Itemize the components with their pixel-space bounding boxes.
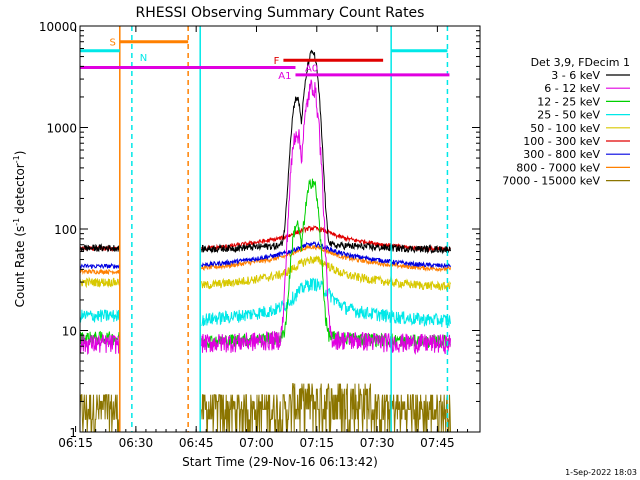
y-label-part3: ) <box>13 151 27 156</box>
y-label-part2: detector <box>13 163 27 218</box>
date-stamp: 1-Sep-2022 18:03 <box>565 468 637 477</box>
x-axis-label: Start Time (29-Nov-16 06:13:42) <box>182 455 378 469</box>
series-line-0-seg-0 <box>80 243 121 253</box>
chart-title: RHESSI Observing Summary Count Rates <box>136 5 425 21</box>
x-tick-label-0: 06:15 <box>58 436 93 450</box>
y-tick-label-4: 10000 <box>39 20 77 34</box>
flag-label-3: F <box>274 56 280 67</box>
series-line-7-seg-0 <box>80 268 121 276</box>
series-line-3-seg-1 <box>201 277 451 328</box>
y-tick-label-1: 10 <box>62 325 77 339</box>
legend-header: Det 3,9, FDecim 1 <box>531 56 630 69</box>
series-line-6-seg-1 <box>201 241 451 269</box>
y-tick-label-3: 1000 <box>46 122 77 136</box>
y-label-part1: Count Rate (s <box>13 226 27 308</box>
legend-label-2: 12 - 25 keV <box>537 95 600 108</box>
x-tick-label-2: 06:45 <box>179 436 214 450</box>
x-tick-label-4: 07:15 <box>299 436 334 450</box>
series-line-5-seg-1 <box>201 224 451 253</box>
flag-layer: S N F A1 A0 <box>80 38 450 82</box>
series-line-1-seg-1 <box>201 79 451 356</box>
series-line-2-seg-0 <box>80 330 121 346</box>
x-tick-label-6: 07:45 <box>420 436 455 450</box>
series-line-8-seg-0 <box>80 394 121 432</box>
legend-label-0: 3 - 6 keV <box>551 69 600 82</box>
flag-label-6: A0 <box>305 64 318 75</box>
y-axis-label: Count Rate (s-1 detector-1) <box>12 151 27 308</box>
series-line-3-seg-0 <box>80 309 121 323</box>
x-tick-label-1: 06:30 <box>119 436 154 450</box>
legend-label-8: 7000 - 15000 keV <box>502 175 600 188</box>
x-tick-label-5: 07:30 <box>360 436 395 450</box>
legend-label-1: 6 - 12 keV <box>544 82 600 95</box>
flag-label-1: N <box>140 53 147 64</box>
y-tick-label-0: 1 <box>69 426 77 440</box>
series-line-8-seg-1 <box>201 383 451 432</box>
legend-label-7: 800 - 7000 keV <box>516 161 600 174</box>
y-label-sup1: -1 <box>12 218 21 226</box>
legend-label-5: 100 - 300 keV <box>523 135 600 148</box>
x-axis: 06:15 06:30 06:45 07:00 07:15 07:30 07:45 <box>58 26 469 450</box>
series-line-4-seg-0 <box>80 276 121 289</box>
series-line-6-seg-0 <box>80 262 121 270</box>
series-line-0-seg-1 <box>201 49 451 255</box>
legend-label-4: 50 - 100 keV <box>530 122 600 135</box>
y-tick-label-2: 100 <box>54 223 77 237</box>
y-axis: 1 10 100 1000 10000 <box>39 20 480 440</box>
flag-label-0: S <box>109 38 115 49</box>
series-line-7-seg-1 <box>201 244 451 273</box>
series-layer <box>80 49 451 432</box>
y-label-sup2: -1 <box>12 155 21 163</box>
flag-label-5: A1 <box>278 71 291 82</box>
legend-label-3: 25 - 50 keV <box>537 109 600 122</box>
legend-label-6: 300 - 800 keV <box>523 148 600 161</box>
marker-layer <box>119 26 449 432</box>
series-line-1-seg-0 <box>80 333 121 356</box>
x-tick-label-3: 07:00 <box>239 436 274 450</box>
